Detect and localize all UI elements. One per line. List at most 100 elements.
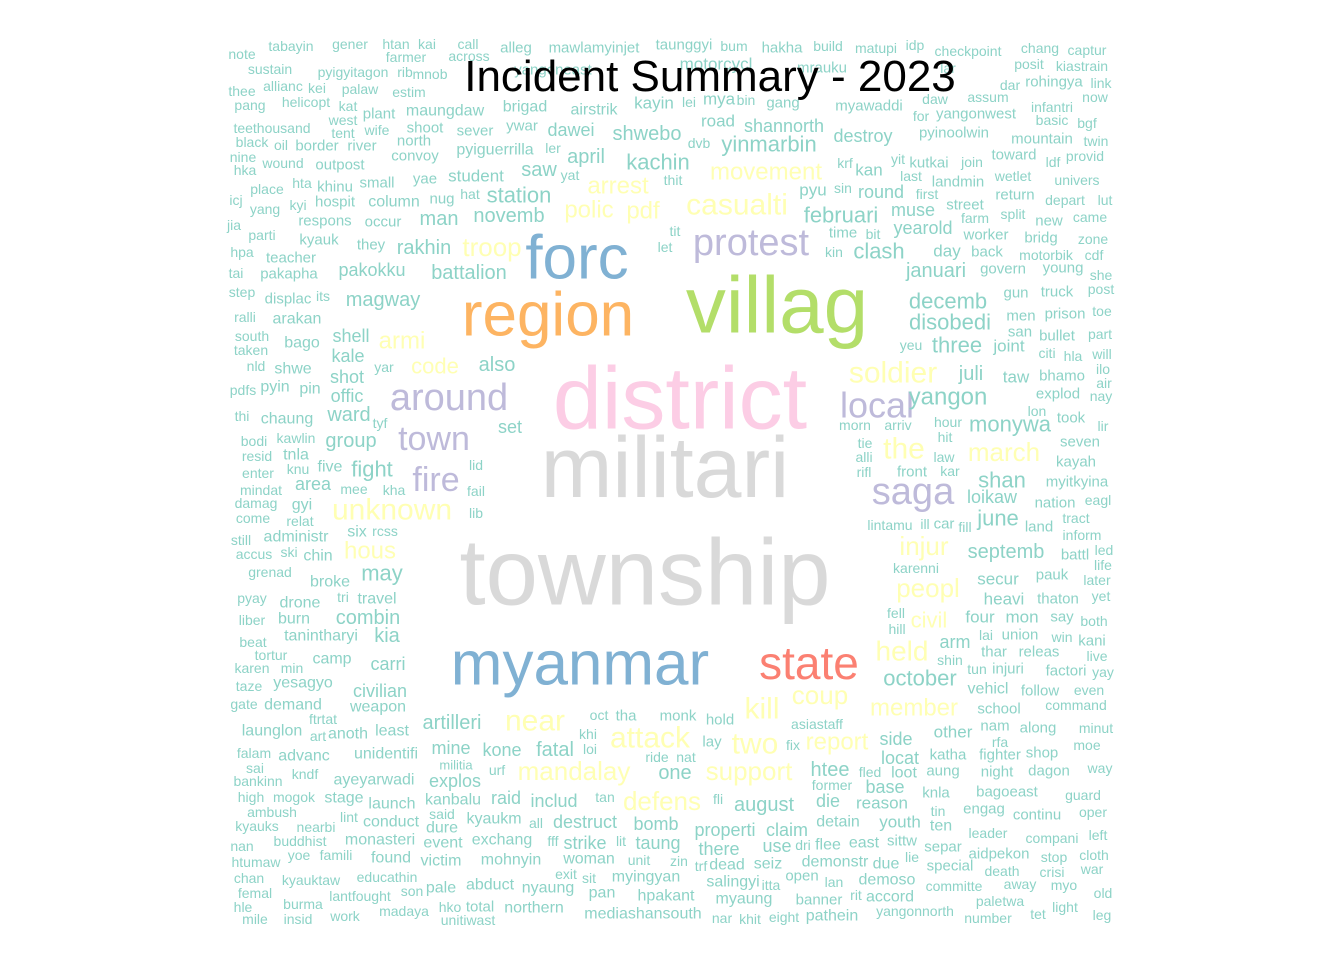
word-bgf: bgf	[1077, 115, 1097, 131]
word-lan: lan	[825, 874, 844, 890]
word-estim: estim	[392, 84, 425, 100]
word-tie: tie	[858, 435, 873, 451]
word-sai: sai	[246, 760, 264, 776]
word-march: march	[968, 437, 1040, 467]
word-post: post	[1088, 281, 1115, 297]
word-base: base	[865, 777, 904, 797]
word-prison: prison	[1045, 306, 1086, 323]
word-provid: provid	[1066, 148, 1104, 164]
word-street: street	[946, 197, 984, 214]
word-tyf: tyf	[373, 415, 388, 431]
word-zone: zone	[1078, 231, 1109, 247]
word-ill: ill	[920, 516, 929, 532]
word-yoe: yoe	[288, 847, 311, 863]
word-small: small	[359, 175, 394, 192]
word-khi: khi	[579, 726, 597, 742]
word-demand: demand	[264, 697, 322, 714]
word-near: near	[505, 705, 565, 738]
word-dri: dri	[795, 837, 811, 853]
word-nam: nam	[980, 718, 1009, 735]
word-even: even	[1074, 682, 1104, 698]
word-damag: damag	[235, 495, 278, 511]
word-anoth: anoth	[328, 726, 368, 743]
word-karen: karen	[234, 660, 269, 676]
word-high: high	[238, 789, 264, 805]
word-nug: nug	[429, 191, 454, 208]
word-convoy: convoy	[391, 148, 439, 165]
word-locat: locat	[881, 748, 919, 768]
word-kone: kone	[482, 740, 521, 760]
word-return: return	[995, 187, 1034, 204]
word-destruct: destruct	[553, 812, 617, 832]
word-shin: shin	[937, 652, 963, 668]
word-nay: nay	[1090, 388, 1113, 404]
word-separ: separ	[924, 839, 962, 856]
word-group: group	[325, 430, 376, 452]
word-enter: enter	[242, 465, 274, 481]
word-nation: nation	[1035, 495, 1076, 512]
word-raid: raid	[491, 788, 521, 808]
word-daw: daw	[922, 91, 949, 107]
word-katha: katha	[930, 747, 967, 764]
word-lib: lib	[469, 505, 483, 521]
word-support: support	[706, 756, 793, 786]
word-relat: relat	[286, 513, 313, 529]
word-tan: tan	[595, 789, 614, 805]
word-engag: engag	[963, 801, 1005, 818]
word-yangon: yangon	[909, 384, 988, 411]
word-held: held	[876, 636, 929, 667]
word-art: art	[310, 728, 326, 744]
word-myitkyina: myitkyina	[1046, 474, 1109, 491]
word-pyay: pyay	[237, 590, 267, 606]
word-hko: hko	[439, 899, 462, 915]
word-allianc: allianc	[263, 78, 303, 94]
word-they: they	[357, 237, 386, 254]
word-oct: oct	[590, 707, 609, 723]
word-yesagyo: yesagyo	[273, 675, 333, 692]
word-air: air	[1096, 375, 1112, 391]
word-other: other	[934, 723, 973, 742]
word-detain: detain	[816, 814, 860, 831]
word-join: join	[960, 154, 983, 170]
word-six: six	[347, 524, 367, 541]
word-law: law	[933, 449, 955, 465]
word-burn: burn	[278, 611, 310, 628]
word-pakapha: pakapha	[260, 266, 318, 283]
word-left: left	[1089, 827, 1108, 843]
word-injur: injur	[899, 531, 948, 561]
word-hla: hla	[1064, 348, 1083, 364]
word-ski: ski	[280, 544, 297, 560]
word-along: along	[1020, 720, 1057, 737]
word-four: four	[965, 608, 995, 627]
word-mountain: mountain	[1011, 131, 1073, 148]
word-wife: wife	[364, 122, 390, 138]
word-lei: lei	[682, 94, 696, 110]
word-claim: claim	[766, 820, 808, 840]
word-citi: citi	[1038, 345, 1055, 361]
word-local: local	[840, 385, 914, 426]
word-kin: kin	[825, 244, 843, 260]
word-htumaw: htumaw	[231, 854, 281, 870]
word-black: black	[236, 134, 270, 150]
word-loi: loi	[583, 741, 597, 757]
word-shan: shan	[978, 468, 1026, 493]
word-lir: lir	[1098, 418, 1109, 434]
word-mandalay: mandalay	[518, 756, 631, 786]
word-mile: mile	[242, 911, 268, 927]
word-magway: magway	[346, 289, 420, 311]
word-led: led	[1095, 542, 1114, 558]
word-yangoneast: yangoneast	[514, 62, 592, 79]
word-pin: pin	[299, 381, 320, 398]
word-lit: lit	[616, 833, 626, 849]
word-shot: shot	[330, 367, 364, 387]
word-mnob: mnob	[412, 66, 447, 82]
word-new: new	[1035, 213, 1063, 230]
word-step: step	[229, 284, 256, 300]
word-kha: kha	[383, 482, 406, 498]
word-thi: thi	[235, 408, 250, 424]
word-land: land	[1025, 519, 1053, 536]
word-inform: inform	[1063, 527, 1102, 543]
word-administr: administr	[264, 529, 330, 546]
word-farm: farm	[961, 210, 989, 226]
word-lai: lai	[979, 627, 993, 643]
